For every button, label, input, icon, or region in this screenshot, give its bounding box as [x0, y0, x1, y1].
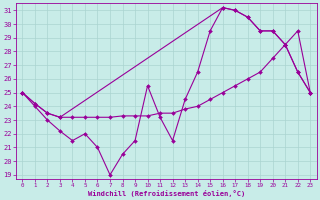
X-axis label: Windchill (Refroidissement éolien,°C): Windchill (Refroidissement éolien,°C) [88, 190, 245, 197]
